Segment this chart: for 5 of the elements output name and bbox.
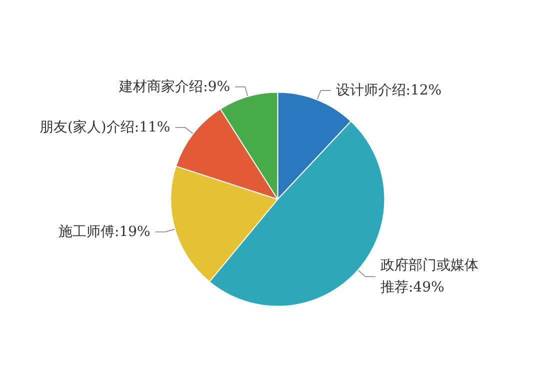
slice-label: 建材商家介绍:9%: [118, 78, 230, 95]
slice-label: 朋友(家人)介绍:11%: [39, 120, 170, 136]
slice-label: 设计师介绍:12%: [336, 82, 442, 98]
slice-label: 政府部门或媒体推荐:49%: [380, 258, 478, 296]
slice-label: 施工师傅:19%: [58, 224, 150, 240]
